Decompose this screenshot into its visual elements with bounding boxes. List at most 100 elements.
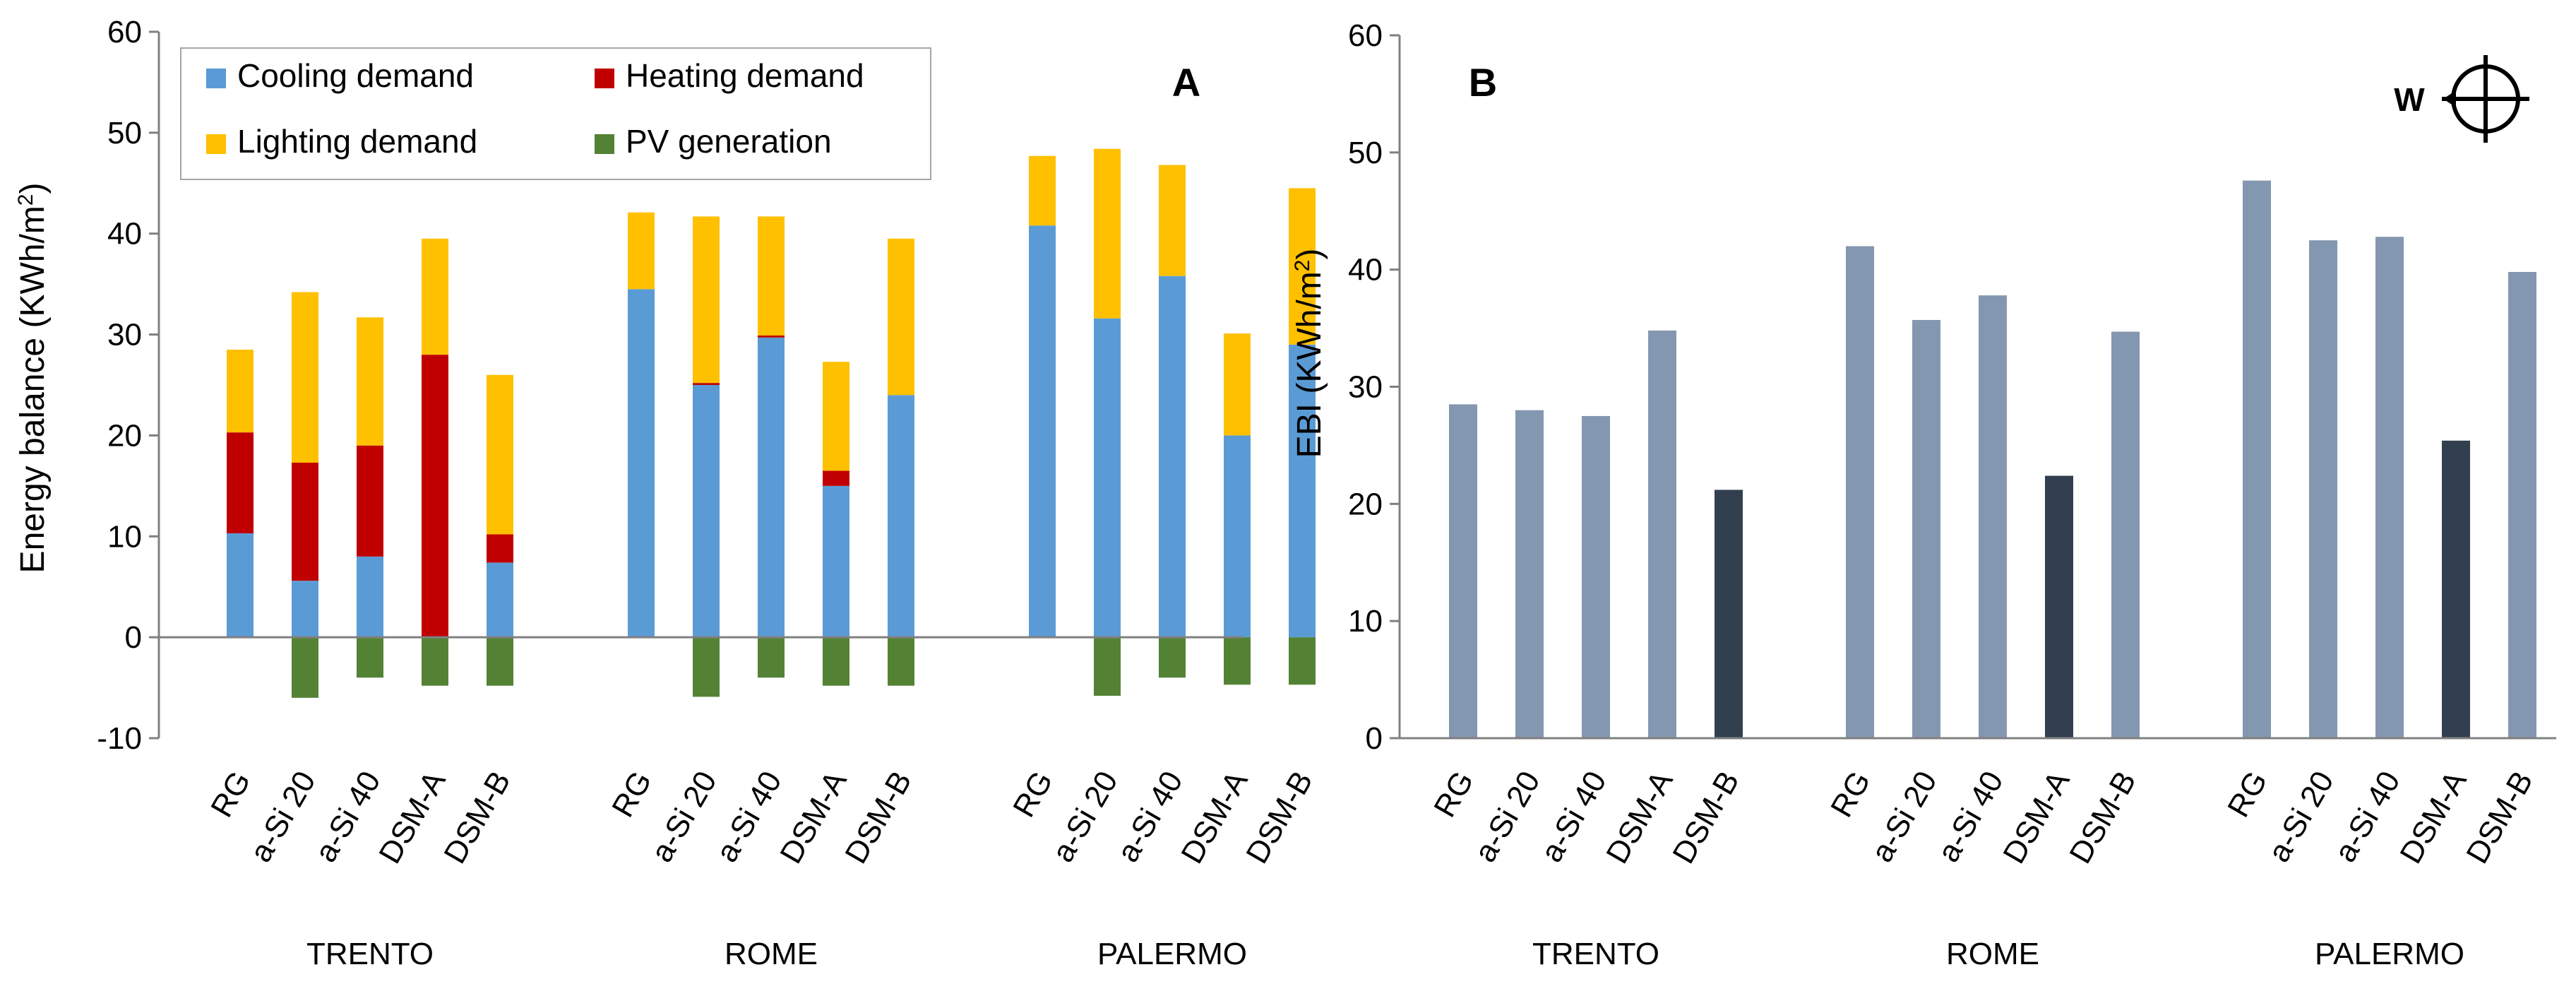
panel-b-group-label: TRENTO — [1532, 937, 1659, 971]
panel-b-bar — [2375, 237, 2404, 738]
panel-a-bar-lighting-demand — [292, 292, 318, 463]
panel-a-legend-box — [180, 47, 931, 180]
panel-b-y-tick-label: 10 — [1348, 604, 1383, 639]
panel-a-bar-heating-demand — [292, 463, 318, 581]
panel-a-bar-cooling-demand — [1289, 344, 1316, 638]
panel-b-category-label: RG — [2221, 766, 2274, 824]
legend-swatch-pv-generation — [595, 134, 614, 154]
panel-a-bar-lighting-demand — [1224, 333, 1251, 436]
panel-a-group-label: ROME — [724, 937, 818, 971]
panel-a-bar-pv-generation — [487, 637, 513, 686]
panel-a-bar-pv-generation — [1159, 637, 1186, 678]
panel-b-bar-highlight — [2045, 475, 2073, 738]
panel-b-letter: B — [1469, 60, 1497, 105]
panel-b-bar — [2111, 331, 2140, 738]
panel-a-bar-pv-generation — [823, 637, 849, 686]
panel-a-bar-lighting-demand — [487, 374, 513, 535]
panel-a-bar-lighting-demand — [422, 238, 448, 355]
legend-swatch-lighting-demand — [206, 134, 226, 154]
panel-b-bar — [2309, 240, 2337, 738]
panel-a-bar-lighting-demand — [1094, 148, 1121, 319]
panel-a-group-labels: TRENTO ROME PALERMO — [306, 937, 1247, 971]
panel-a-bar-cooling-demand — [227, 533, 254, 638]
panel-b-category-label: DSM-B — [2063, 766, 2142, 870]
panel-a-category-label: RG — [1006, 766, 1059, 824]
panel-a-y-tick-label: 0 — [125, 620, 142, 655]
panel-b-category-label: a-Si 20 — [1468, 766, 1547, 868]
panel-a-group-label: TRENTO — [306, 937, 434, 971]
panel-a-bar-heating-demand — [758, 336, 785, 338]
panel-a-bar-cooling-demand — [823, 485, 849, 638]
panel-b-y-tick-label: 40 — [1348, 253, 1383, 288]
panel-a-bar-lighting-demand — [1159, 165, 1186, 276]
panel-a-bar-pv-generation — [357, 637, 383, 678]
panel-a-bar-pv-generation — [292, 637, 318, 698]
panel-b-category-label: a-Si 20 — [1865, 766, 1944, 868]
panel-b-bar-highlight — [1715, 490, 1743, 738]
legend-label-lighting-demand: Lighting demand — [237, 123, 477, 160]
panel-a-bar-cooling-demand — [487, 562, 513, 638]
panel-b-group-labels: TRENTO ROME PALERMO — [1532, 937, 2464, 971]
panel-b-bar — [1846, 246, 1874, 738]
panel-a-bar-lighting-demand — [823, 362, 849, 471]
panel-b-bar — [1449, 404, 1477, 738]
compass-west-label: W — [2394, 81, 2425, 118]
panel-a-y-tick-label: 30 — [107, 318, 142, 352]
panel-a-y-tick-label: 50 — [107, 116, 142, 150]
panel-a-group-label: PALERMO — [1097, 937, 1247, 971]
panel-a-bar-heating-demand — [422, 355, 448, 638]
panel-a-bar-pv-generation — [1094, 637, 1121, 696]
legend-swatch-cooling-demand — [206, 69, 226, 88]
panel-a-bar-cooling-demand — [357, 556, 383, 638]
panel-b-y-axis-label: EBI (KWh/m2) — [1291, 249, 1329, 458]
panel-b-category-label: RG — [1427, 766, 1480, 824]
panel-b-bar — [1912, 319, 1940, 739]
panel-a-bar-lighting-demand — [357, 317, 383, 446]
panel-a-letter: A — [1172, 60, 1200, 105]
panel-a-bar-cooling-demand — [693, 385, 720, 638]
panel-a-y-tick-label: -10 — [97, 721, 142, 756]
panel-a-y-axis-label: Energy balance (KWh/m2) — [14, 183, 52, 574]
panel-a-bar-pv-generation — [693, 637, 720, 697]
panel-b-y-tick-label: 50 — [1348, 136, 1383, 170]
panel-a-bar-lighting-demand — [227, 350, 254, 433]
panel-b-y-tick-label: 30 — [1348, 370, 1383, 405]
compass-icon: W — [2394, 55, 2529, 143]
panel-b-bar — [2243, 180, 2271, 739]
compass-west-arrow — [2443, 90, 2456, 107]
panel-b-y-tick-label: 0 — [1366, 721, 1383, 756]
panel-b-bar-highlight — [2442, 440, 2470, 738]
panel-b-y-tick-label: 20 — [1348, 487, 1383, 521]
panel-a-category-label: RG — [605, 766, 658, 824]
panel-b-category-label: a-Si 20 — [2262, 766, 2341, 868]
panel-b-category-label: RG — [1824, 766, 1877, 824]
panel-b-bar — [1979, 295, 2007, 738]
panel-a-bar-lighting-demand — [758, 216, 785, 336]
panel-a-bar-heating-demand — [693, 383, 720, 385]
panel-a-bar-pv-generation — [1289, 637, 1316, 685]
panel-a-bar-cooling-demand — [888, 395, 914, 638]
panel-a-bar-lighting-demand — [693, 216, 720, 384]
legend-label-cooling-demand: Cooling demand — [237, 57, 474, 94]
panel-a-bar-cooling-demand — [292, 581, 318, 638]
panel-a-bar-lighting-demand — [628, 212, 655, 290]
panel-b-group-label: PALERMO — [2315, 937, 2464, 971]
panel-b-bar — [1582, 415, 1610, 738]
panel-a-bar-pv-generation — [1224, 637, 1251, 685]
panel-a-bar-cooling-demand — [1029, 225, 1056, 638]
panel-a-y-tick-label: 60 — [107, 15, 142, 49]
panel-a-bar-heating-demand — [357, 445, 383, 557]
panel-a-bar-cooling-demand — [1094, 318, 1121, 638]
panel-a-y-tick-label: 10 — [107, 519, 142, 554]
panel-a-bar-lighting-demand — [1289, 188, 1316, 345]
legend-label-pv-generation: PV generation — [626, 123, 832, 160]
panel-b-y-tick-labels: 0 10 20 30 40 50 60 — [1348, 18, 1400, 756]
panel-a-y-tick-labels: -10 0 10 20 30 40 50 60 — [97, 15, 159, 756]
panel-a-y-tick-label: 40 — [107, 217, 142, 251]
panel-a-category-label: RG — [204, 766, 257, 824]
panel-a-bar-cooling-demand — [758, 337, 785, 638]
legend-label-heating-demand: Heating demand — [626, 57, 864, 94]
